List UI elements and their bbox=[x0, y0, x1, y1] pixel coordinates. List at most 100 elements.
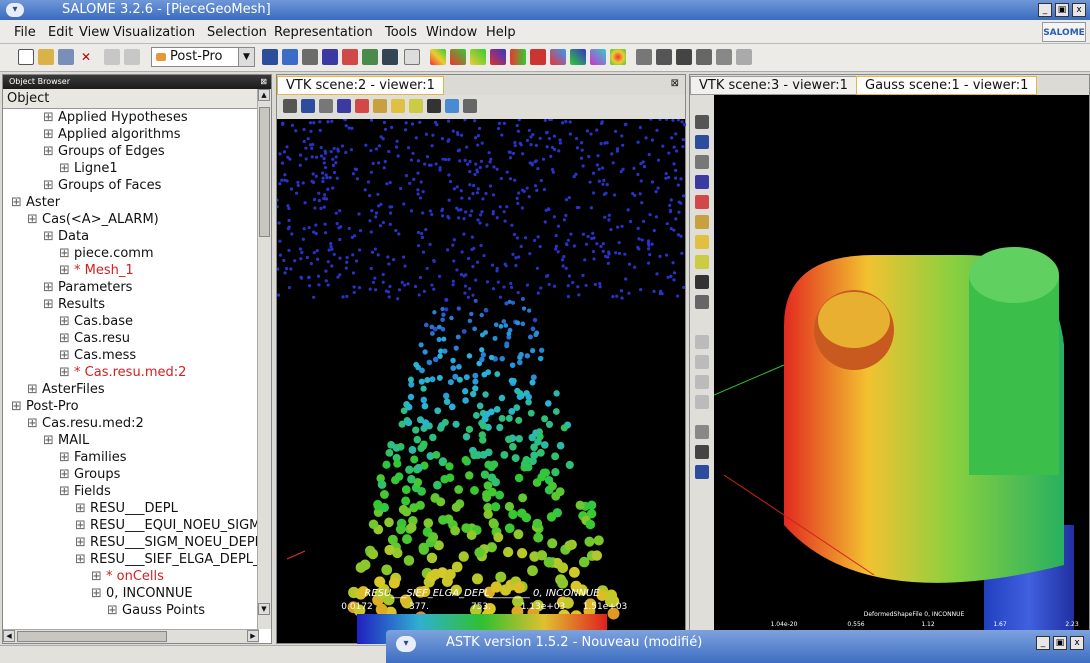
paste-icon[interactable] bbox=[124, 49, 140, 65]
shading-icon[interactable] bbox=[696, 49, 712, 65]
pause-icon[interactable] bbox=[695, 375, 709, 389]
expand-icon[interactable]: ⊞ bbox=[27, 212, 43, 227]
vectors-icon[interactable] bbox=[470, 49, 486, 65]
expand-icon[interactable]: ⊞ bbox=[59, 314, 75, 329]
scroll-right-icon[interactable]: ▶ bbox=[247, 630, 259, 642]
record-icon[interactable] bbox=[695, 335, 709, 349]
expand-icon[interactable]: ⊞ bbox=[43, 110, 59, 125]
fit-all-icon[interactable] bbox=[301, 99, 315, 113]
aster-icon[interactable] bbox=[362, 49, 378, 65]
dump-view-icon[interactable] bbox=[262, 49, 278, 65]
expand-icon[interactable]: ⊞ bbox=[43, 144, 59, 159]
expand-icon[interactable]: ⊞ bbox=[27, 416, 43, 431]
rotate-icon[interactable] bbox=[355, 99, 369, 113]
projection-icon[interactable] bbox=[445, 99, 459, 113]
viewer1-canvas[interactable]: RESU___SIEF_ELGA_DEPL________ 0, INCONNU… bbox=[277, 119, 687, 645]
view-icon[interactable] bbox=[391, 99, 405, 113]
expand-icon[interactable]: ⊞ bbox=[91, 586, 107, 601]
tree-item[interactable]: ⊞ RESU___SIEF_ELGA_DEPL_ bbox=[75, 551, 259, 568]
fit-all-icon[interactable] bbox=[695, 135, 709, 149]
expand-icon[interactable]: ⊞ bbox=[59, 365, 75, 380]
gauss-points-icon[interactable] bbox=[590, 49, 606, 65]
tree-item[interactable]: ⊞ MAIL bbox=[43, 432, 89, 449]
view-icon[interactable] bbox=[695, 235, 709, 249]
menu-help[interactable]: Help bbox=[486, 25, 516, 40]
menu-visualization[interactable]: Visualization bbox=[113, 25, 196, 40]
object-column-header[interactable]: Object bbox=[3, 89, 259, 109]
window-menu-button[interactable]: ▾ bbox=[6, 3, 24, 17]
picking-icon[interactable] bbox=[695, 445, 709, 459]
tree-item[interactable]: ⊞ Fields bbox=[59, 483, 111, 500]
expand-icon[interactable]: ⊞ bbox=[107, 603, 123, 618]
expand-icon[interactable]: ⊞ bbox=[75, 552, 91, 567]
stream-lines-icon[interactable] bbox=[550, 49, 566, 65]
expand-icon[interactable]: ⊞ bbox=[43, 297, 59, 312]
pan-icon[interactable] bbox=[322, 49, 338, 65]
menu-view[interactable]: View bbox=[79, 25, 110, 40]
vertical-scrollbar[interactable]: ▲ ▼ bbox=[257, 89, 271, 629]
tree-item[interactable]: ⊞ RESU___SIGM_NOEU_DEPL_ bbox=[75, 534, 259, 551]
rotation-point-icon[interactable] bbox=[427, 99, 441, 113]
selection-icon[interactable] bbox=[404, 49, 420, 65]
rotation-point-icon[interactable] bbox=[695, 275, 709, 289]
horizontal-scrollbar[interactable]: ◀ ▶ bbox=[3, 629, 259, 643]
points-icon[interactable] bbox=[610, 49, 626, 65]
stop-icon[interactable] bbox=[695, 395, 709, 409]
close-button[interactable]: x bbox=[1072, 3, 1086, 17]
tree-item[interactable]: ⊞ Groups bbox=[59, 466, 120, 483]
scroll-up-icon[interactable]: ▲ bbox=[258, 89, 270, 101]
tree-item[interactable]: ⊞ Cas.mess bbox=[59, 347, 136, 364]
tree-item[interactable]: ⊞ Groups of Edges bbox=[43, 143, 165, 160]
tree-item[interactable]: ⊞ * Cas.resu.med:2 bbox=[59, 364, 186, 381]
menu-representation[interactable]: Representation bbox=[274, 25, 373, 40]
play-icon[interactable] bbox=[695, 355, 709, 369]
fit-all-icon[interactable] bbox=[282, 49, 298, 65]
segmentation-icon[interactable] bbox=[695, 465, 709, 479]
scroll-down-icon[interactable]: ▼ bbox=[258, 603, 270, 615]
menu-selection[interactable]: Selection bbox=[207, 25, 267, 40]
clipping-icon[interactable] bbox=[695, 295, 709, 309]
tree-item[interactable]: ⊞ Aster bbox=[11, 194, 60, 211]
dump-view-icon[interactable] bbox=[283, 99, 297, 113]
expand-icon[interactable]: ⊞ bbox=[27, 382, 43, 397]
tree-item[interactable]: ⊞ piece.comm bbox=[59, 245, 154, 262]
chevron-down-icon[interactable]: ▼ bbox=[238, 48, 254, 66]
pan-icon[interactable] bbox=[695, 175, 709, 189]
tab-vtk-scene-3[interactable]: VTK scene:3 - viewer:1 bbox=[690, 76, 857, 95]
reset-icon[interactable] bbox=[695, 215, 709, 229]
expand-icon[interactable]: ⊞ bbox=[59, 331, 75, 346]
expand-icon[interactable]: ⊞ bbox=[59, 467, 75, 482]
tab-gauss-scene-1[interactable]: Gauss scene:1 - viewer:1 bbox=[856, 76, 1038, 95]
module-combo[interactable]: Post-Pro ▼ bbox=[151, 47, 255, 67]
menu-file[interactable]: File bbox=[14, 25, 36, 40]
menu-edit[interactable]: Edit bbox=[48, 25, 74, 40]
expand-icon[interactable]: ⊞ bbox=[43, 178, 59, 193]
scroll-thumb[interactable] bbox=[259, 107, 270, 237]
pol-icon[interactable] bbox=[382, 49, 398, 65]
tree-item[interactable]: ⊞ 0, INCONNUE bbox=[91, 585, 193, 602]
tree-item[interactable]: ⊞ AsterFiles bbox=[27, 381, 105, 398]
rotate-icon[interactable] bbox=[342, 49, 358, 65]
expand-icon[interactable]: ⊞ bbox=[91, 569, 107, 584]
maximize-button[interactable]: ▣ bbox=[1055, 3, 1069, 17]
close-button[interactable]: x bbox=[1070, 636, 1084, 650]
save-icon[interactable] bbox=[58, 49, 74, 65]
expand-icon[interactable]: ⊞ bbox=[59, 348, 75, 363]
deformed-shape-icon[interactable] bbox=[450, 49, 466, 65]
maximize-button[interactable]: ▣ bbox=[1053, 636, 1067, 650]
copy-icon[interactable] bbox=[104, 49, 120, 65]
tree-item[interactable]: ⊞ Results bbox=[43, 296, 105, 313]
menu-tools[interactable]: Tools bbox=[385, 25, 418, 40]
plot3d-icon[interactable] bbox=[570, 49, 586, 65]
new-icon[interactable] bbox=[18, 49, 34, 65]
tree-item[interactable]: ⊞ Families bbox=[59, 449, 127, 466]
close-icon[interactable]: ⊠ bbox=[670, 78, 679, 89]
expand-icon[interactable]: ⊞ bbox=[43, 433, 59, 448]
expand-icon[interactable]: ⊞ bbox=[59, 484, 75, 499]
tree-item[interactable]: ⊞ Cas.resu.med:2 bbox=[27, 415, 144, 432]
arrow-icon[interactable] bbox=[636, 49, 652, 65]
expand-icon[interactable]: ⊞ bbox=[59, 450, 75, 465]
tree-item[interactable]: ⊞ Parameters bbox=[43, 279, 132, 296]
rotate-icon[interactable] bbox=[695, 195, 709, 209]
window-menu-button[interactable]: ▾ bbox=[396, 636, 416, 652]
